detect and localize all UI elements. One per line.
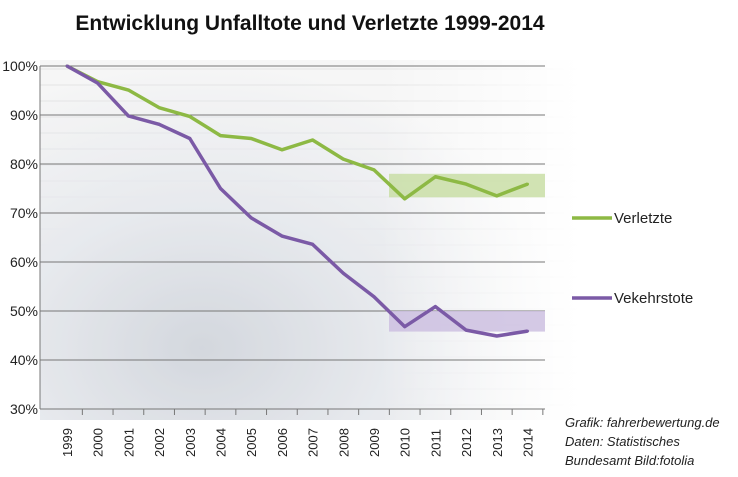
y-tick-label: 30%	[10, 401, 38, 417]
x-tick-label: 2013	[490, 428, 505, 457]
data-point	[280, 148, 284, 152]
data-point	[433, 305, 437, 309]
x-tick-label: 2011	[428, 429, 443, 457]
data-point	[526, 329, 529, 333]
data-point	[341, 157, 345, 161]
y-tick-label: 50%	[10, 303, 38, 319]
data-point	[219, 187, 222, 190]
source-line-1: Grafik: fahrerbewertung.de	[565, 415, 720, 430]
data-point	[464, 182, 468, 186]
data-point	[249, 216, 253, 220]
x-tick-label: 2001	[121, 428, 136, 457]
data-point	[126, 114, 130, 118]
y-tick-label: 40%	[10, 352, 38, 368]
chart-title: Entwicklung Unfalltote und Verletzte 199…	[75, 12, 544, 35]
series-line	[66, 64, 529, 201]
y-tick-label: 100%	[2, 58, 38, 74]
data-point	[126, 88, 130, 92]
x-tick-label: 2004	[214, 428, 229, 457]
x-tick-label: 2006	[275, 428, 290, 457]
x-tick-label: 2014	[521, 428, 536, 457]
x-tick-label: 2005	[244, 428, 259, 457]
x-tick-label: 2009	[367, 428, 382, 457]
data-point	[96, 81, 100, 85]
y-tick-label: 60%	[10, 254, 38, 270]
series-line	[66, 64, 528, 338]
x-tick-label: 2010	[398, 428, 413, 457]
data-point	[280, 234, 284, 238]
data-point	[188, 137, 192, 141]
x-tick-label: 1999	[60, 428, 75, 457]
data-point	[495, 194, 499, 198]
data-point	[403, 197, 407, 201]
data-point	[403, 325, 407, 329]
data-point	[65, 64, 69, 68]
y-tick-label: 90%	[10, 107, 38, 123]
data-point	[372, 295, 376, 299]
data-point	[372, 168, 376, 172]
legend-label: Verletzte	[614, 210, 672, 227]
data-point	[311, 138, 315, 142]
x-tick-label: 2003	[183, 428, 198, 457]
data-point	[464, 328, 468, 332]
source-line-3: Bundesamt Bild:fotolia	[565, 453, 694, 468]
x-tick-label: 2008	[336, 428, 351, 457]
legend-label: Vekehrstote	[614, 290, 693, 307]
x-tick-label: 2007	[306, 428, 321, 457]
data-point	[311, 242, 315, 246]
data-point	[219, 134, 222, 138]
data-point	[341, 271, 345, 275]
data-point	[526, 182, 529, 186]
data-point	[433, 175, 437, 179]
data-point	[495, 334, 499, 338]
x-tick-label: 2000	[91, 428, 106, 457]
y-tick-label: 70%	[10, 205, 38, 221]
data-point	[249, 137, 253, 141]
x-tick-label: 2002	[152, 428, 167, 457]
target-band	[389, 311, 545, 332]
data-point	[188, 114, 192, 118]
data-point	[157, 122, 161, 126]
data-point	[157, 106, 161, 110]
y-tick-label: 80%	[10, 156, 38, 172]
source-line-2: Daten: Statistisches	[565, 434, 680, 449]
x-tick-label: 2012	[459, 428, 474, 457]
